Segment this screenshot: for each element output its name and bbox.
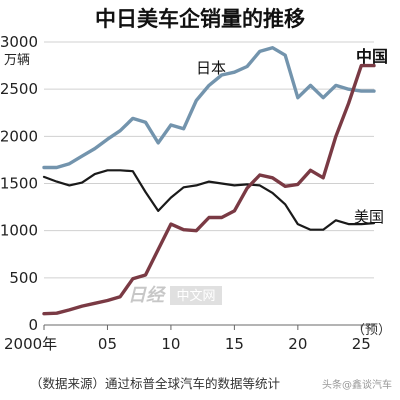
y-axis-ticks: 0 500 1000 1500 2000 2500 3000 [0,33,38,334]
x-tick-label-2010: 10 [161,335,180,353]
y-tick-label-2500: 2500 [0,80,38,98]
y-tick-label-3000: 3000 [0,33,38,51]
series-line-japan [42,46,376,170]
series-label-china: 中国 [356,47,388,66]
y-tick-label-1500: 1500 [0,175,38,193]
x-tick-label-2005: 05 [98,335,117,353]
y-tick-label-500: 500 [9,269,38,287]
watermark: 日经 中文网 [128,285,222,306]
x-tick-label-2000: 2000年 [4,335,57,353]
series-line-china [42,63,376,316]
chart-title: 中日美车企销量的推移 [95,7,305,31]
y-tick-label-0: 0 [28,316,38,334]
watermark-site-box [170,286,222,305]
x-tick-label-2025: 25 [352,335,371,353]
series-label-japan: 日本 [196,59,226,77]
x-tick-label-2015: 15 [225,335,244,353]
x-tick-label-2020: 20 [288,335,307,353]
series-lines [42,46,376,316]
forecast-label: （预） [352,323,391,338]
x-axis-ticks: 2000年 05 10 15 20 25 [4,325,371,353]
gridlines [44,41,374,326]
watermark-site-text: 中文网 [176,289,215,304]
series-line-usa [42,169,376,231]
series-label-usa: 美国 [354,208,384,226]
source-note: （数据来源）通过标普全球汽车的数据等统计 [30,376,280,391]
y-tick-label-2000: 2000 [0,127,38,145]
watermark-logo: 日经 [128,285,167,306]
watermark-corner-text: 头条@鑫谈汽车 [322,378,392,391]
y-tick-label-1000: 1000 [0,222,38,240]
y-axis-unit: 万辆 [4,53,30,68]
